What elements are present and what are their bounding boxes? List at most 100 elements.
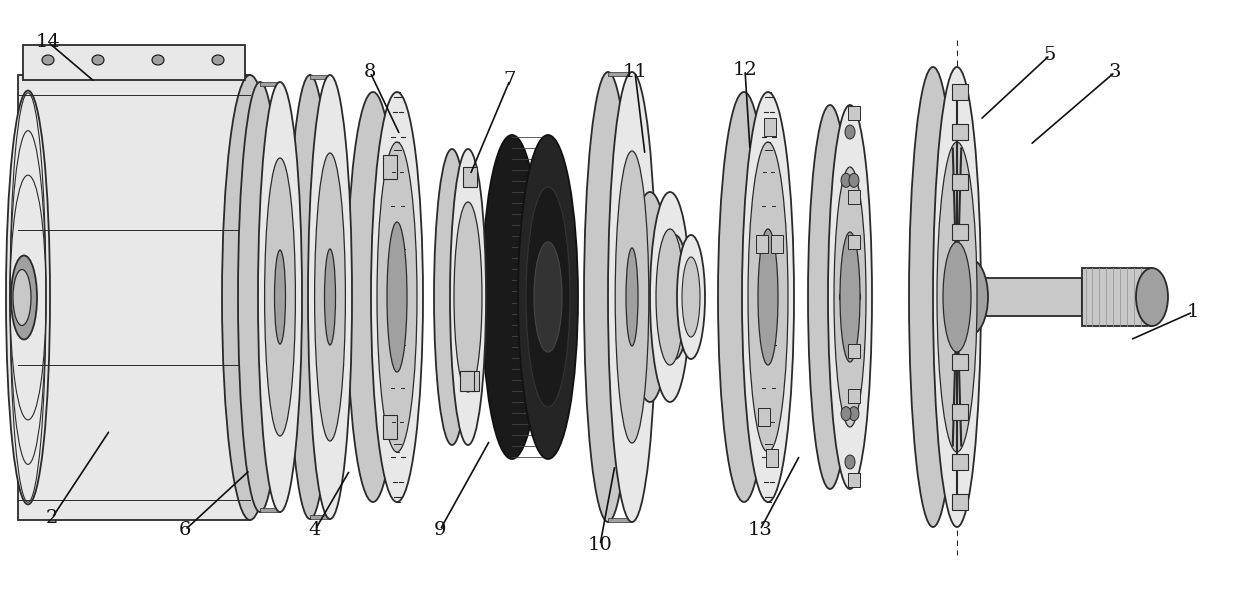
Text: 3: 3 <box>1109 63 1121 81</box>
Text: 7: 7 <box>503 71 516 89</box>
Ellipse shape <box>844 125 856 139</box>
Ellipse shape <box>661 235 689 359</box>
Bar <box>758 408 770 426</box>
Polygon shape <box>260 82 280 86</box>
Ellipse shape <box>682 257 701 337</box>
Bar <box>766 449 777 467</box>
Ellipse shape <box>677 235 706 359</box>
Text: 11: 11 <box>622 63 647 81</box>
Polygon shape <box>310 515 330 519</box>
Polygon shape <box>19 75 250 520</box>
Text: 9: 9 <box>434 521 446 539</box>
Bar <box>952 174 968 190</box>
Ellipse shape <box>844 455 856 469</box>
Bar <box>463 167 477 187</box>
Ellipse shape <box>222 75 278 520</box>
Ellipse shape <box>608 72 656 522</box>
Ellipse shape <box>758 229 777 365</box>
Ellipse shape <box>274 250 285 344</box>
Ellipse shape <box>12 270 31 326</box>
Ellipse shape <box>851 290 861 304</box>
Bar <box>848 473 861 487</box>
Text: 2: 2 <box>46 509 58 527</box>
Ellipse shape <box>325 249 336 345</box>
Bar <box>383 155 397 179</box>
Bar <box>1083 268 1152 326</box>
Bar <box>952 404 968 420</box>
Ellipse shape <box>526 187 570 407</box>
Ellipse shape <box>212 55 224 65</box>
Ellipse shape <box>347 92 399 502</box>
Bar <box>764 118 776 136</box>
Ellipse shape <box>288 75 332 519</box>
Text: 14: 14 <box>36 33 61 51</box>
Bar <box>848 344 861 358</box>
Text: 5: 5 <box>1044 46 1056 64</box>
Ellipse shape <box>626 248 639 346</box>
Ellipse shape <box>630 192 670 402</box>
Ellipse shape <box>841 407 851 421</box>
Bar <box>952 124 968 140</box>
Text: 10: 10 <box>588 536 613 554</box>
Ellipse shape <box>849 173 859 187</box>
Bar <box>848 235 861 249</box>
Bar <box>952 494 968 510</box>
Bar <box>952 454 968 470</box>
Ellipse shape <box>434 149 470 445</box>
Polygon shape <box>260 508 280 512</box>
Ellipse shape <box>482 135 542 459</box>
Ellipse shape <box>387 222 407 372</box>
Ellipse shape <box>42 55 55 65</box>
Bar <box>848 190 861 204</box>
Ellipse shape <box>615 151 649 443</box>
Polygon shape <box>310 75 330 79</box>
Bar <box>771 235 782 253</box>
Ellipse shape <box>650 192 689 402</box>
Ellipse shape <box>534 242 562 352</box>
Ellipse shape <box>742 92 794 502</box>
Ellipse shape <box>238 82 281 512</box>
Bar <box>848 106 861 120</box>
Ellipse shape <box>952 259 988 335</box>
Ellipse shape <box>6 90 50 504</box>
Ellipse shape <box>153 55 164 65</box>
Ellipse shape <box>849 407 859 421</box>
Bar <box>952 354 968 370</box>
Bar <box>970 278 1083 316</box>
Ellipse shape <box>841 173 851 187</box>
Bar <box>460 371 474 391</box>
Bar <box>383 415 397 439</box>
Text: 6: 6 <box>179 521 191 539</box>
Text: 13: 13 <box>748 521 773 539</box>
Ellipse shape <box>371 92 423 502</box>
Ellipse shape <box>264 158 295 436</box>
Ellipse shape <box>315 153 346 441</box>
Bar <box>952 84 968 100</box>
Ellipse shape <box>450 149 486 445</box>
Ellipse shape <box>308 75 352 519</box>
Ellipse shape <box>377 142 417 452</box>
Polygon shape <box>608 518 632 522</box>
Ellipse shape <box>258 82 303 512</box>
Ellipse shape <box>909 67 957 527</box>
Ellipse shape <box>839 290 849 304</box>
Ellipse shape <box>932 67 981 527</box>
Text: 12: 12 <box>733 61 758 79</box>
Ellipse shape <box>942 242 971 352</box>
Bar <box>756 235 768 253</box>
Ellipse shape <box>656 229 684 365</box>
Ellipse shape <box>748 142 787 452</box>
Ellipse shape <box>835 167 866 427</box>
Ellipse shape <box>828 105 872 489</box>
Polygon shape <box>608 72 632 76</box>
Ellipse shape <box>518 135 578 459</box>
Ellipse shape <box>718 92 770 502</box>
Ellipse shape <box>808 105 852 489</box>
Ellipse shape <box>839 232 861 362</box>
Ellipse shape <box>92 55 104 65</box>
Ellipse shape <box>937 142 977 452</box>
Text: 8: 8 <box>363 63 376 81</box>
Ellipse shape <box>11 255 37 340</box>
Bar <box>848 389 861 403</box>
Text: 4: 4 <box>309 521 321 539</box>
